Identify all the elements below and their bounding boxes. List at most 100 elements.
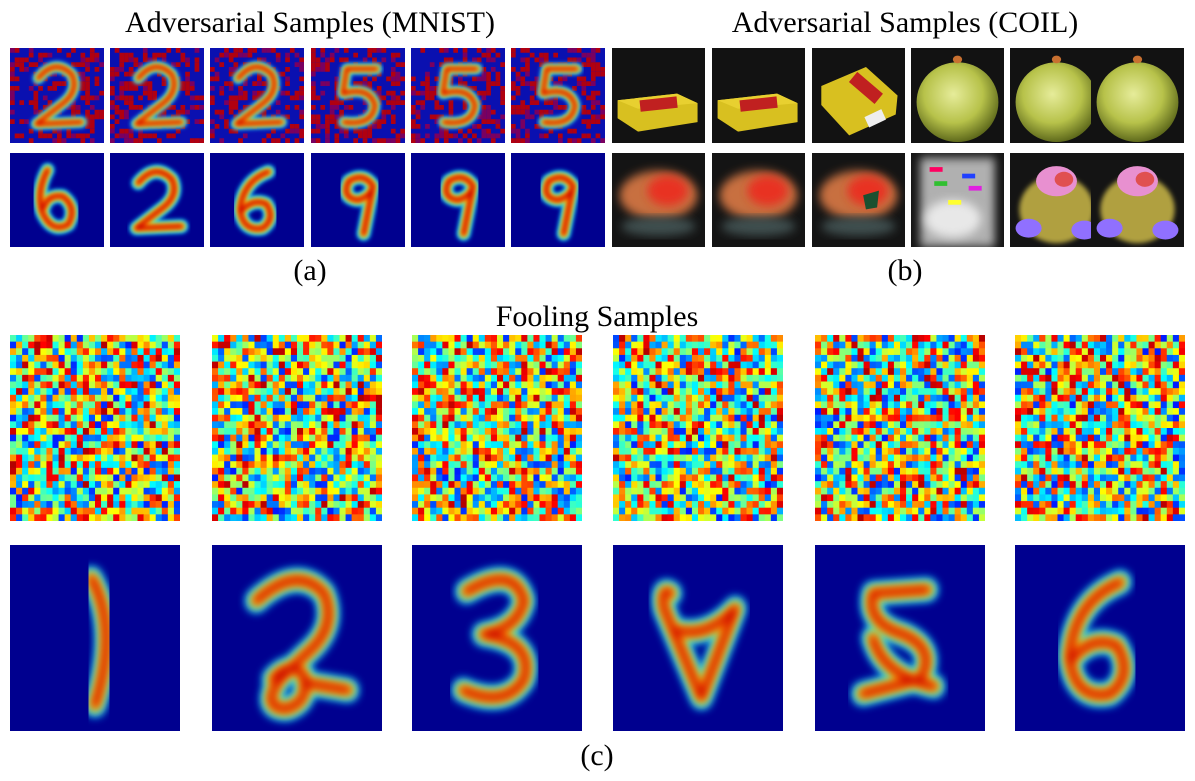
- noise: [267, 342, 273, 349]
- noise: [552, 428, 558, 435]
- noise: [864, 382, 870, 389]
- noise: [418, 448, 424, 455]
- noise: [340, 342, 346, 349]
- noise: [156, 501, 162, 508]
- noise: [59, 388, 65, 395]
- noise: [698, 468, 704, 475]
- noise: [461, 415, 467, 422]
- noise: [955, 368, 961, 375]
- noise: [876, 401, 882, 408]
- noise: [346, 514, 352, 521]
- noise: [34, 455, 40, 462]
- noise: [967, 455, 973, 462]
- noise: [521, 335, 527, 342]
- noise: [89, 435, 95, 442]
- noise: [311, 129, 316, 134]
- noise: [912, 448, 918, 455]
- noise: [540, 388, 546, 395]
- noise: [458, 81, 463, 86]
- noise: [479, 488, 485, 495]
- noise: [156, 461, 162, 468]
- noise: [734, 455, 740, 462]
- noise: [107, 455, 113, 462]
- noise: [279, 348, 285, 355]
- stem: [1133, 56, 1142, 64]
- noise: [16, 435, 22, 442]
- noise: [425, 77, 430, 82]
- noise: [430, 362, 436, 369]
- noise: [674, 475, 680, 482]
- noise: [876, 362, 882, 369]
- noise: [961, 382, 967, 389]
- noise: [637, 461, 643, 468]
- noise: [71, 368, 77, 375]
- noise: [662, 508, 668, 515]
- noise: [143, 91, 148, 96]
- noise: [168, 501, 174, 508]
- noise: [315, 348, 321, 355]
- noise: [119, 67, 124, 72]
- noise: [821, 408, 827, 415]
- noise: [352, 468, 358, 475]
- coil-adversarial: [712, 153, 805, 247]
- noise: [625, 415, 631, 422]
- noise: [564, 388, 570, 395]
- noise: [482, 129, 487, 134]
- noise: [894, 348, 900, 355]
- noise: [558, 461, 564, 468]
- noise: [285, 435, 291, 442]
- noise: [297, 415, 303, 422]
- noise: [229, 67, 234, 72]
- noise: [297, 448, 303, 455]
- noise: [637, 395, 643, 402]
- noise: [668, 501, 674, 508]
- noise: [936, 342, 942, 349]
- noise: [692, 348, 698, 355]
- noise: [442, 362, 448, 369]
- noise: [144, 362, 150, 369]
- noise: [279, 514, 285, 521]
- noise: [22, 335, 28, 342]
- noise: [325, 62, 330, 67]
- noise: [267, 348, 273, 355]
- noise: [370, 455, 376, 462]
- noise: [839, 448, 845, 455]
- noise: [444, 134, 449, 139]
- noise: [552, 501, 558, 508]
- noise: [967, 388, 973, 395]
- noise: [333, 481, 339, 488]
- noise: [297, 494, 303, 501]
- noise: [461, 335, 467, 342]
- noise: [53, 415, 59, 422]
- noise: [851, 342, 857, 349]
- noise: [185, 91, 190, 96]
- noise: [771, 335, 777, 342]
- noise: [129, 129, 134, 134]
- noise: [71, 461, 77, 468]
- noise: [500, 62, 505, 67]
- noise: [59, 348, 65, 355]
- noise: [303, 388, 309, 395]
- noise: [162, 382, 168, 389]
- noise: [649, 441, 655, 448]
- noise: [845, 382, 851, 389]
- noise: [71, 335, 77, 342]
- mnist-adversarial: [210, 48, 304, 143]
- noise: [352, 342, 358, 349]
- noise: [107, 368, 113, 375]
- noise: [753, 342, 759, 349]
- noise: [291, 348, 297, 355]
- noise: [150, 461, 156, 468]
- noise: [521, 461, 527, 468]
- noise: [156, 494, 162, 501]
- noise: [698, 415, 704, 422]
- noise: [210, 86, 215, 91]
- noise: [503, 488, 509, 495]
- noise: [34, 382, 40, 389]
- noise: [46, 494, 52, 501]
- noise: [668, 362, 674, 369]
- noise: [236, 501, 242, 508]
- noise: [698, 448, 704, 455]
- noise: [613, 455, 619, 462]
- noise: [515, 335, 521, 342]
